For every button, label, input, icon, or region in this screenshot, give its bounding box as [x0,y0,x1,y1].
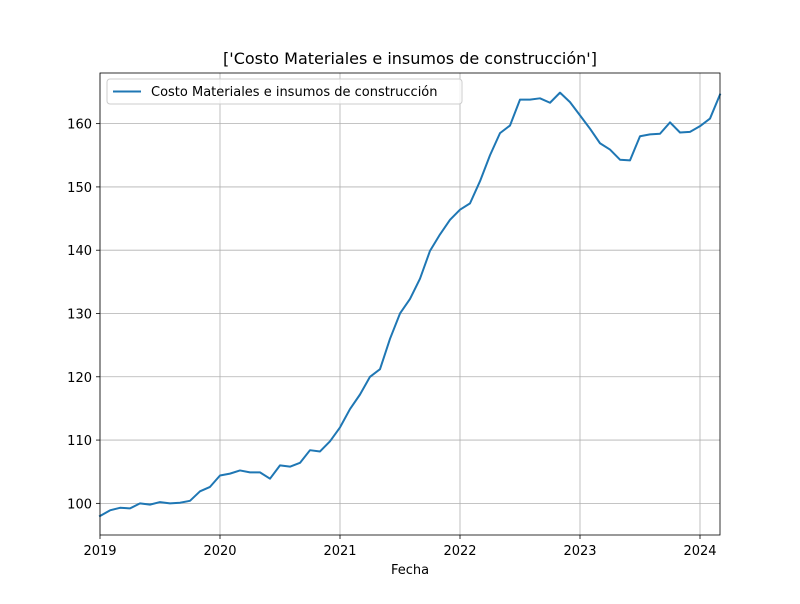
y-tick-label: 110 [67,434,92,449]
y-tick-label: 130 [67,307,92,322]
y-tick-label: 120 [67,371,92,386]
y-tick-label: 100 [67,497,92,512]
y-tick-label: 150 [67,181,92,196]
chart-title: ['Costo Materiales e insumos de construc… [223,49,597,68]
y-tick-label: 160 [67,118,92,133]
x-axis-label: Fecha [391,563,429,578]
x-tick-label: 2022 [443,544,476,559]
legend: Costo Materiales e insumos de construcci… [107,79,462,104]
x-tick-label: 2024 [683,544,716,559]
x-tick-label: 2020 [203,544,236,559]
x-tick-label: 2023 [563,544,596,559]
x-tick-label: 2021 [323,544,356,559]
y-tick-label: 140 [67,244,92,259]
x-tick-label: 2019 [83,544,116,559]
legend-label: Costo Materiales e insumos de construcci… [151,85,438,100]
